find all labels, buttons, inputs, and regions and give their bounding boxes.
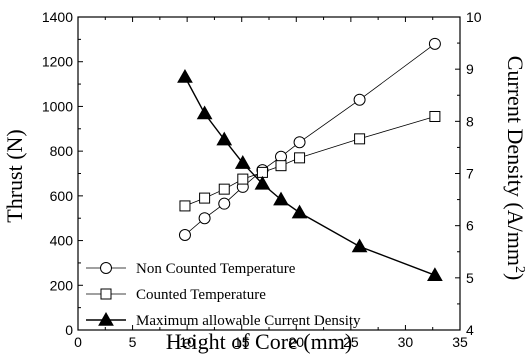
data-point [198,212,211,225]
series-1 [178,37,441,241]
data-point [179,200,191,212]
legend-marker [98,311,114,326]
y-right-tick-label: 10 [466,9,482,25]
y-right-tick-label: 9 [466,61,474,77]
data-point [216,131,233,146]
series-3 [177,68,443,281]
data-point [254,175,271,190]
legend-item: Counted Temperature [86,287,266,303]
data-point [177,68,193,83]
y-left-tick-label: 800 [50,143,74,159]
y-axis-title-right-main: Current Density (A/mm [503,56,528,266]
y-left-tick-label: 400 [50,233,74,249]
y-left-tick-label: 0 [65,322,73,338]
data-point [218,197,231,210]
y-right-tick-label: 4 [466,322,474,338]
data-point [218,183,230,195]
data-point [428,37,441,50]
data-point [199,192,211,204]
y-left-tick-label: 1200 [42,54,73,70]
data-point [351,238,368,253]
legend-marker [100,262,112,274]
y-right-tick-label: 7 [466,166,474,182]
data-point [293,136,306,149]
data-point [178,228,191,241]
y-left-tick-label: 1000 [42,98,73,114]
data-point [429,110,441,122]
y-left-tick-label: 1400 [42,9,73,25]
data-point [291,204,308,219]
series-layer [177,37,443,281]
x-axis-title: Height of Core (mm) [166,329,352,354]
plot-frame [77,16,461,331]
x-tick-label: 20 [288,334,304,350]
legend-item: Non Counted Temperature [86,261,296,277]
data-point [427,267,443,281]
axes: 0 5 10 15 20 25 30 35 0 200 400 600 800 1000 1200 1400 4… [42,9,482,350]
legend-marker [100,288,112,300]
series-line [184,76,436,276]
data-point [237,173,249,185]
legend-label: Counted Temperature [136,287,266,303]
y-axis-title-left: Thrust (N) [2,129,27,222]
data-point [354,133,366,145]
y-axis-title-right-sup: 2 [512,266,527,273]
x-tick-label: 25 [343,334,359,350]
legend: Non Counted Temperature Counted Temperatu… [86,261,361,329]
x-tick-label: 5 [129,334,137,350]
y-axis-title-right-end: ) [503,273,528,280]
x-tick-label: 30 [398,334,414,350]
data-point [353,93,366,106]
x-tick-label: 35 [452,334,468,350]
y-axis-title-right: Current Density (A/mm2) [503,56,528,281]
data-point [273,191,289,206]
series-2 [179,110,441,212]
x-tick-label: 15 [234,334,250,350]
legend-label: Maximum allowable Current Density [136,313,361,329]
y-left-tick-label: 600 [50,188,74,204]
data-point [234,155,251,169]
legend-label: Non Counted Temperature [136,261,296,277]
data-point [275,160,287,172]
y-right-tick-label: 6 [466,218,474,234]
y-right-tick-label: 5 [466,270,474,286]
data-point [256,166,268,178]
x-tick-label: 0 [74,334,82,350]
data-point [196,105,213,120]
y-right-tick-label: 8 [466,113,474,129]
x-tick-label: 10 [179,334,195,350]
legend-item: Maximum allowable Current Density [86,311,361,329]
data-point [294,152,306,164]
y-left-tick-label: 200 [50,277,74,293]
